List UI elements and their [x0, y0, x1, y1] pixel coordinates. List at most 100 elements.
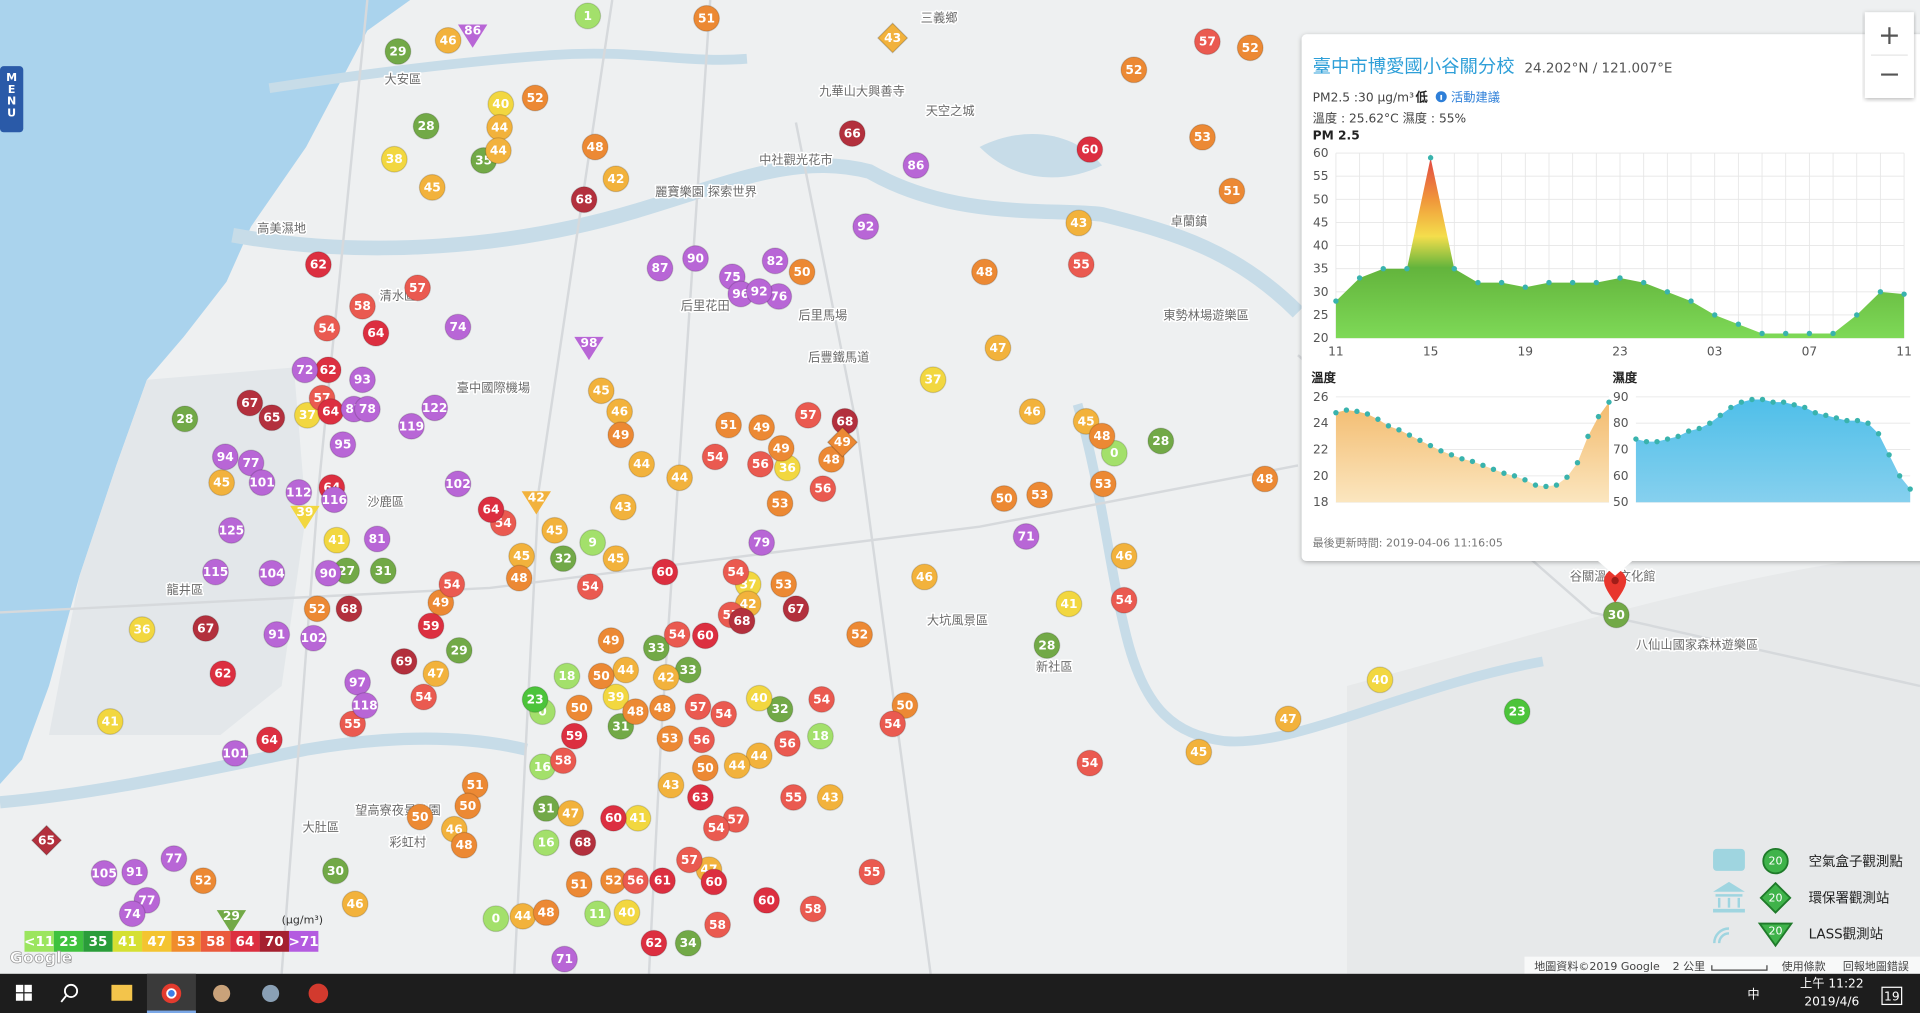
marker-label[interactable]: 11: [589, 907, 606, 921]
marker-shape[interactable]: [1274, 705, 1302, 733]
marker[interactable]: 74: [444, 313, 472, 341]
marker-label[interactable]: 59: [423, 619, 440, 633]
marker[interactable]: 45: [587, 377, 615, 405]
marker-shape[interactable]: [826, 426, 859, 458]
marker-shape[interactable]: [505, 564, 533, 592]
marker-shape[interactable]: [422, 660, 450, 688]
marker-label[interactable]: 29: [451, 643, 468, 657]
marker-label[interactable]: 78: [359, 402, 376, 416]
marker-label[interactable]: 53: [771, 496, 788, 510]
marker-shape[interactable]: [565, 870, 593, 898]
marker-shape[interactable]: [613, 899, 641, 927]
marker[interactable]: 40: [745, 684, 773, 712]
marker-shape[interactable]: [557, 799, 585, 827]
marker[interactable]: 48: [648, 694, 676, 722]
marker[interactable]: 43: [657, 771, 685, 799]
report[interactable]: 回報地圖錯誤: [1843, 959, 1909, 973]
marker-shape[interactable]: [96, 707, 124, 735]
marker-label[interactable]: 44: [751, 749, 768, 763]
marker-label[interactable]: 43: [822, 790, 839, 804]
marker-shape[interactable]: [192, 614, 220, 642]
marker-label[interactable]: 49: [753, 420, 770, 434]
marker-shape[interactable]: [984, 334, 1012, 362]
marker-label[interactable]: 64: [483, 503, 500, 517]
marker-shape[interactable]: [782, 595, 810, 623]
marker-label[interactable]: 58: [805, 902, 822, 916]
marker[interactable]: 67: [192, 614, 220, 642]
marker-label[interactable]: 41: [328, 533, 345, 547]
marker[interactable]: 54: [702, 814, 730, 842]
marker-shape[interactable]: [702, 814, 730, 842]
marker-label[interactable]: 45: [607, 552, 624, 566]
marker-shape[interactable]: [852, 213, 880, 241]
marker[interactable]: 68: [728, 607, 756, 635]
marker[interactable]: 58: [549, 747, 577, 775]
marker-label[interactable]: 65: [263, 411, 280, 425]
marker[interactable]: 51: [693, 4, 720, 32]
marker-shape[interactable]: [406, 803, 434, 831]
marker-shape[interactable]: [363, 525, 391, 553]
marker[interactable]: 54: [663, 621, 691, 648]
marker-label[interactable]: 36: [779, 461, 796, 475]
marker[interactable]: 92: [852, 213, 880, 241]
marker-shape[interactable]: [304, 251, 332, 279]
marker-label[interactable]: 16: [538, 836, 555, 850]
marker[interactable]: 42: [521, 490, 552, 515]
marker-shape[interactable]: [745, 684, 773, 712]
marker-shape[interactable]: [1236, 34, 1264, 62]
marker-shape[interactable]: [1185, 738, 1213, 766]
marker-label[interactable]: 44: [729, 759, 746, 773]
marker-label[interactable]: 81: [369, 532, 386, 546]
marker-label[interactable]: 68: [836, 414, 853, 428]
marker-shape[interactable]: [291, 356, 319, 384]
marker[interactable]: 55: [339, 710, 367, 738]
marker[interactable]: 44: [486, 113, 514, 141]
marker-shape[interactable]: [691, 754, 719, 782]
marker-label[interactable]: 74: [124, 907, 141, 921]
marker-shape[interactable]: [1120, 56, 1148, 84]
marker-shape[interactable]: [879, 710, 907, 738]
marker-shape[interactable]: [322, 857, 349, 885]
marker[interactable]: 91: [263, 621, 291, 648]
marker-shape[interactable]: [766, 489, 794, 517]
marker-label[interactable]: 101: [222, 746, 248, 760]
marker-shape[interactable]: [753, 886, 780, 914]
marker-shape[interactable]: [236, 389, 264, 417]
marker[interactable]: 72: [291, 356, 319, 384]
marker-label[interactable]: 54: [669, 628, 686, 642]
marker-shape[interactable]: [682, 244, 709, 272]
marker-label[interactable]: 45: [593, 384, 610, 398]
marker-label[interactable]: 64: [322, 405, 339, 419]
marker-shape[interactable]: [602, 683, 630, 711]
marker-label[interactable]: 77: [243, 456, 260, 470]
marker[interactable]: 57: [684, 693, 712, 721]
marker[interactable]: 55: [858, 858, 886, 886]
marker[interactable]: 57: [722, 805, 750, 833]
marker-shape[interactable]: [767, 434, 795, 462]
marker-label[interactable]: 67: [241, 396, 258, 410]
marker[interactable]: 54: [576, 573, 604, 601]
marker-label[interactable]: 69: [396, 654, 413, 668]
marker-label[interactable]: 56: [814, 482, 831, 496]
marker-shape[interactable]: [569, 829, 597, 857]
marker-shape[interactable]: [576, 573, 604, 601]
marker[interactable]: 90: [314, 559, 342, 587]
marker-shape[interactable]: [612, 656, 640, 684]
marker[interactable]: 40: [613, 899, 641, 927]
marker-label[interactable]: 98: [580, 336, 597, 350]
marker-shape[interactable]: [715, 411, 743, 439]
clock-time[interactable]: 上午 11:22: [1800, 976, 1864, 990]
marker[interactable]: 40: [487, 90, 515, 118]
marker-shape[interactable]: [816, 783, 844, 811]
marker-shape[interactable]: [809, 475, 837, 503]
marker-shape[interactable]: [171, 405, 199, 433]
marker-label[interactable]: 65: [38, 833, 55, 847]
marker-shape[interactable]: [911, 563, 938, 591]
marker[interactable]: 30: [322, 857, 349, 885]
marker-shape[interactable]: [663, 621, 691, 648]
marker-shape[interactable]: [891, 692, 919, 720]
marker-label[interactable]: 27: [338, 564, 355, 578]
notifications[interactable]: [1881, 986, 1903, 1006]
marker-label[interactable]: 105: [91, 866, 117, 880]
app-icon[interactable]: [308, 983, 329, 1004]
